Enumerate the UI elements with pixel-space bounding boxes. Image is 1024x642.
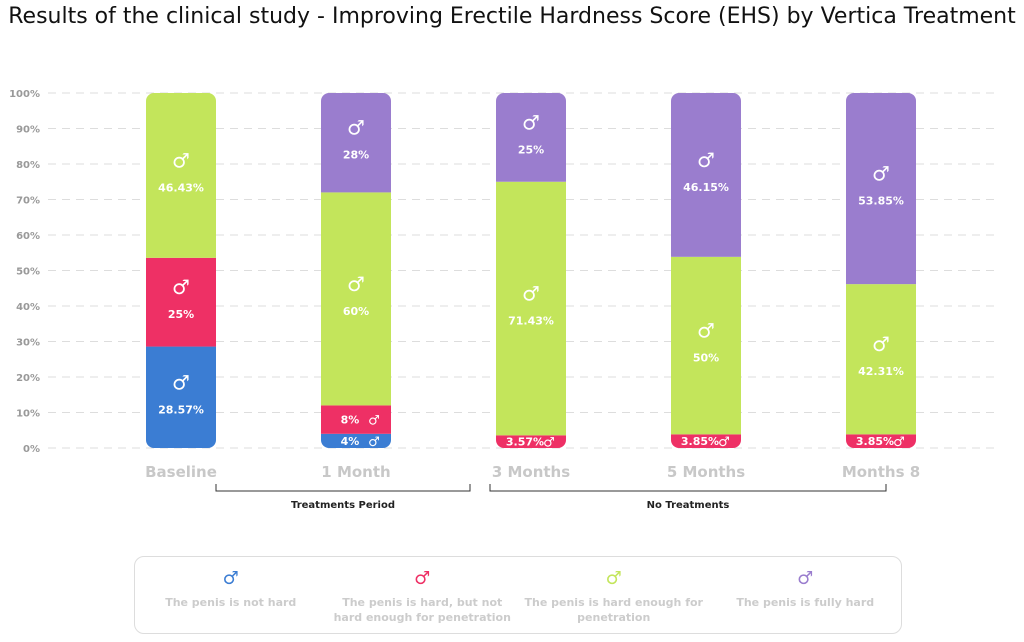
y-tick-label: 90% [16,125,40,136]
y-tick-label: 100% [9,89,40,100]
legend-item: ♂ The penis is hard, but not hard enough … [327,557,519,625]
legend-icon: ♂ [605,568,622,589]
bar-segment [671,434,741,448]
bar-segment [496,435,566,448]
legend: ♂ The penis is not hard ♂ The penis is hard… [134,556,902,634]
bar-segment [321,192,391,406]
legend-label: The penis is not hard [165,596,297,609]
data-label: 53.85% [858,195,904,208]
data-label: 3.85% [856,435,894,448]
segment-icon: ♂ [172,148,190,172]
data-label: 50% [693,352,719,365]
data-label: 25% [518,143,544,156]
bar-segment [846,92,916,285]
bar-segment [496,181,566,436]
data-label: 46.15% [683,181,729,194]
segment-icon: ♂ [697,319,715,343]
segment-icon: ♂ [172,275,190,299]
bar-segment [146,257,216,347]
bar-segment [321,405,391,434]
data-label: 42.31% [858,365,904,378]
segment-icon: ♂ [172,370,190,394]
data-label: 3.57% [506,436,544,449]
bar-segment [496,93,566,182]
segment-icon: ♂ [543,436,555,451]
y-tick-label: 50% [16,267,40,278]
y-tick-label: 20% [16,373,40,384]
segment-icon: ♂ [368,435,380,450]
bar-segment [671,256,741,435]
segment-icon: ♂ [718,435,730,450]
bar-segment [846,434,916,448]
bar-segment [321,93,391,193]
y-tick-label: 70% [16,196,40,207]
segment-icon: ♂ [872,332,890,356]
stacked-bar-chart: 0% 10% 20% 30% 40% 50% 60% 70% 80% 90% 100% ♂ 28.57%… [9,89,1000,511]
data-label: 46.43% [158,181,204,194]
data-label: 71.43% [508,315,554,328]
period-label: Treatments Period [291,500,395,511]
data-label: 28.57% [158,403,204,416]
x-category-label: 3 Months [492,463,570,481]
segment-icon: ♂ [522,282,540,306]
bar-segment [846,284,916,435]
y-tick-label: 0% [23,444,40,455]
data-label: 60% [343,305,369,318]
x-category-label: Months 8 [842,463,920,481]
y-tick-label: 30% [16,338,40,349]
legend-item: ♂ The penis is fully hard [710,557,902,610]
legend-label: The penis is fully hard [736,596,875,609]
data-label: 3.85% [681,435,719,448]
segment-icon: ♂ [347,116,365,140]
x-category-label: Baseline [145,463,217,481]
segment-icon: ♂ [893,435,905,450]
segment-icon: ♂ [522,110,540,134]
bar-segment [146,346,216,448]
legend-item: ♂ The penis is not hard [135,557,327,610]
legend-item: ♂ The penis is hard enough for penetratio… [518,557,710,625]
segment-icon: ♂ [872,162,890,186]
data-label: 25% [168,308,194,321]
period-bracket [215,484,471,492]
period-label: No Treatments [647,500,730,511]
y-tick-label: 80% [16,160,40,171]
legend-label: The penis is hard enough for penetration [524,596,703,624]
x-category-label: 1 Month [321,463,390,481]
legend-icon: ♂ [414,568,431,589]
data-label: 28% [343,149,369,162]
data-label: 8% [341,414,360,427]
y-tick-label: 40% [16,302,40,313]
period-bracket [489,484,887,492]
chart-title: Results of the clinical study - Improvin… [8,4,1016,29]
segment-icon: ♂ [347,272,365,296]
bar-segment [321,433,391,448]
y-tick-label: 60% [16,231,40,242]
legend-icon: ♂ [222,568,239,589]
legend-label: The penis is hard, but not hard enough f… [333,596,511,624]
segment-icon: ♂ [697,148,715,172]
y-tick-label: 10% [16,409,40,420]
legend-icon: ♂ [797,568,814,589]
bar-segment [671,93,741,257]
x-category-label: 5 Months [667,463,745,481]
bar-segment [146,93,216,258]
segment-icon: ♂ [368,414,380,429]
data-label: 4% [341,435,360,448]
